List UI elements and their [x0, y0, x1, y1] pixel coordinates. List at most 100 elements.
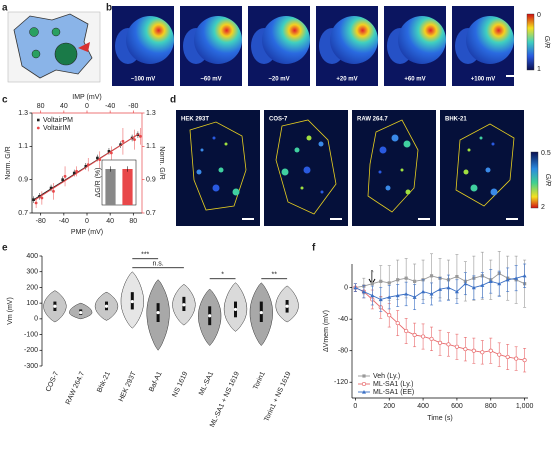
colorbar-title: G/R [543, 36, 550, 48]
ratio-image: +20 mV [316, 6, 378, 86]
data-point [370, 293, 375, 298]
colorbar-tick: 0 [537, 12, 541, 19]
colorbar-tick: 1 [537, 66, 541, 73]
endosome [320, 190, 324, 194]
x2-tick-label: 0 [85, 103, 89, 110]
y2-tick-label: 1.3 [146, 110, 156, 117]
y-tick-label: 1.1 [18, 143, 28, 150]
y-axis-label: ΔVmem (mV) [323, 310, 330, 352]
panel-label: d [170, 95, 176, 106]
endosome [490, 188, 498, 196]
x-tick-label: 0 [85, 218, 89, 225]
x2-tick-label: 40 [60, 103, 68, 110]
y-tick-label: 400 [26, 253, 38, 260]
legend-label: Veh (Ly.) [373, 373, 400, 380]
median-dot [79, 310, 83, 315]
x-tick-label: 40 [106, 218, 114, 225]
data-point [396, 278, 400, 282]
y-tick-label: -100 [24, 331, 38, 338]
x2-tick-label: -80 [128, 103, 138, 110]
median-dot [182, 303, 186, 307]
data-point [387, 295, 392, 299]
data-point [72, 171, 76, 175]
significance-label: ** [271, 272, 277, 279]
x-tick-label: RAW 264.7 [65, 371, 86, 406]
legend-label: VoltairIM [43, 125, 70, 132]
median-dot [285, 304, 289, 308]
cell-line-label: RAW 264.7 [357, 117, 388, 123]
data-point [404, 291, 409, 296]
colorbar [526, 13, 535, 71]
voltage-label: +100 mV [471, 77, 496, 83]
cell-outline [189, 121, 247, 211]
significance-label: * [221, 272, 224, 279]
data-point [395, 321, 400, 326]
y-axis-label: Vm (mV) [7, 297, 14, 325]
image-background [440, 110, 524, 226]
cell-outline [275, 119, 337, 215]
endosome [212, 136, 216, 140]
x-tick-label: 400 [417, 403, 429, 410]
panel-label: b [106, 3, 112, 14]
endosome [467, 148, 471, 152]
data-point [34, 201, 38, 205]
x-tick-label: ML-SA1 [198, 371, 215, 397]
y-tick-label: 0 [344, 284, 348, 291]
endosome [232, 188, 240, 196]
data-point [121, 139, 125, 143]
legend-marker [362, 390, 366, 394]
data-point [412, 295, 417, 299]
cell-image: RAW 264.7 [352, 110, 436, 226]
data-point [138, 134, 142, 138]
data-point [429, 274, 434, 278]
data-point [471, 285, 476, 290]
data-point [370, 282, 374, 286]
endosome [491, 142, 495, 146]
data-point [455, 275, 459, 279]
endosome [318, 141, 324, 147]
data-point [361, 289, 366, 294]
data-point [109, 151, 113, 155]
x-tick-label: 800 [485, 403, 497, 410]
y-tick-label: 100 [26, 300, 38, 307]
data-point [437, 340, 443, 345]
y-tick-label: -40 [338, 316, 348, 323]
cell-region [126, 16, 174, 64]
voltage-label: −100 mV [131, 77, 156, 83]
data-point [514, 356, 519, 361]
data-point [446, 342, 451, 347]
y-axis-label: Norm. G/R [5, 146, 12, 179]
data-point [52, 189, 55, 193]
data-point [522, 273, 527, 278]
y-tick-label: 1.3 [18, 110, 28, 117]
y-tick-label: 300 [26, 269, 38, 276]
endosome [470, 184, 478, 192]
x-tick-label: 600 [451, 403, 463, 410]
endosome [294, 147, 300, 153]
ratio-image: −100 mV [112, 6, 174, 86]
data-point [32, 198, 35, 201]
data-point [63, 174, 67, 178]
y-tick-label: 0.7 [18, 210, 28, 217]
endosome [303, 166, 311, 174]
voltage-label: −20 mV [268, 77, 289, 83]
data-point [421, 289, 426, 294]
x-tick-label: Bhk-21 [96, 371, 112, 394]
y2-tick-label: 1.1 [146, 143, 156, 150]
cell-region [466, 16, 514, 64]
x-tick-label: Baf-A1 [148, 371, 163, 393]
voltage-label: −60 mV [200, 77, 221, 83]
data-point [387, 281, 391, 285]
significance-label: n.s. [152, 261, 163, 268]
data-point [514, 276, 519, 280]
endosome [212, 184, 220, 192]
data-point [75, 169, 79, 173]
y-tick-label: -300 [24, 363, 38, 370]
x2-tick-label: -40 [105, 103, 115, 110]
data-point [471, 348, 476, 353]
median-dot [156, 310, 160, 315]
x-tick-label: 80 [129, 218, 137, 225]
cell-region [330, 16, 378, 64]
data-point [505, 277, 510, 282]
